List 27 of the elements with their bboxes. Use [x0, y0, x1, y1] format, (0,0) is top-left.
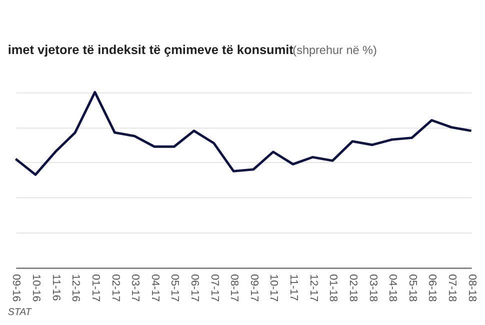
- x-tick-label: 11-17: [288, 274, 300, 301]
- x-tick-label: 07-17: [208, 274, 220, 302]
- x-tick-label: 09-17: [248, 274, 260, 302]
- x-tick-label: 06-18: [426, 274, 438, 302]
- x-tick-label: 12-17: [307, 274, 320, 302]
- chart-subtitle: (shprehur në %): [292, 44, 377, 58]
- x-tick-label: 05-18: [406, 274, 418, 302]
- x-tick-label: 02-17: [109, 274, 122, 302]
- x-tick-label: 11-16: [50, 274, 62, 301]
- x-tick-label: 08-17: [228, 274, 240, 302]
- text: STAT: [8, 306, 32, 318]
- x-tick-label: 04-18: [386, 274, 399, 302]
- x-tick-label: 05-17: [168, 274, 181, 302]
- x-tick-label: 01-18: [327, 274, 340, 302]
- x-tick-label: 06-17: [188, 274, 201, 302]
- x-tick-label: 03-17: [129, 274, 142, 302]
- x-tick-label: 07-18: [446, 274, 458, 302]
- chart-title: imet vjetore të indeksit të çmimeve të konsumit: [8, 42, 294, 58]
- x-tick-label: 12-16: [70, 274, 82, 302]
- x-tick-label: 09-16: [10, 274, 22, 302]
- x-tick-label: 01-17: [89, 274, 102, 302]
- x-tick-label: 02-18: [346, 274, 359, 302]
- x-tick-label: 04-17: [148, 274, 161, 302]
- x-tick-label: 08-18: [466, 274, 478, 302]
- x-tick-label: 10-17: [268, 274, 280, 302]
- x-tick-label: 03-18: [366, 274, 379, 302]
- x-tick-label: 10-16: [30, 274, 42, 302]
